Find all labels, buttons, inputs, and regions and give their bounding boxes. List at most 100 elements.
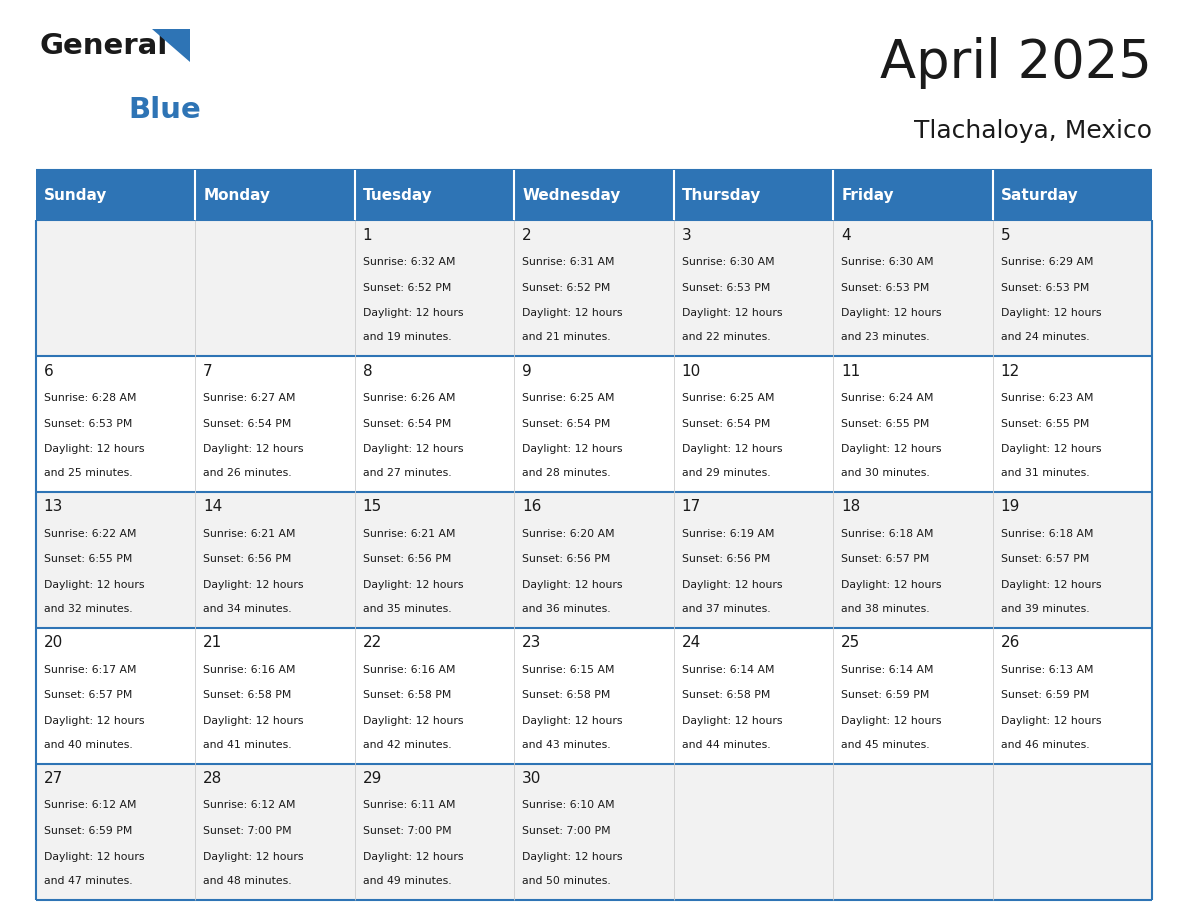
Text: 26: 26 — [1000, 635, 1020, 650]
FancyBboxPatch shape — [195, 170, 355, 220]
FancyBboxPatch shape — [674, 492, 833, 628]
Text: 22: 22 — [362, 635, 381, 650]
FancyBboxPatch shape — [195, 628, 355, 764]
FancyBboxPatch shape — [36, 764, 195, 900]
Text: April 2025: April 2025 — [880, 37, 1152, 89]
Text: Sunset: 6:53 PM: Sunset: 6:53 PM — [682, 283, 770, 293]
Text: Sunrise: 6:12 AM: Sunrise: 6:12 AM — [44, 800, 137, 811]
Text: and 27 minutes.: and 27 minutes. — [362, 468, 451, 478]
Text: Daylight: 12 hours: Daylight: 12 hours — [203, 716, 304, 726]
FancyBboxPatch shape — [993, 170, 1152, 220]
Text: Sunset: 6:57 PM: Sunset: 6:57 PM — [1000, 554, 1089, 565]
Text: Friday: Friday — [841, 187, 893, 203]
Text: Daylight: 12 hours: Daylight: 12 hours — [203, 852, 304, 862]
Text: Sunset: 6:55 PM: Sunset: 6:55 PM — [841, 419, 930, 429]
FancyBboxPatch shape — [833, 356, 993, 492]
Text: Daylight: 12 hours: Daylight: 12 hours — [682, 308, 782, 319]
Text: Saturday: Saturday — [1000, 187, 1079, 203]
Text: Sunset: 6:54 PM: Sunset: 6:54 PM — [682, 419, 770, 429]
Text: Sunrise: 6:14 AM: Sunrise: 6:14 AM — [682, 665, 775, 675]
Text: 13: 13 — [44, 499, 63, 514]
Text: Daylight: 12 hours: Daylight: 12 hours — [682, 444, 782, 454]
Text: and 46 minutes.: and 46 minutes. — [1000, 740, 1089, 750]
Text: 25: 25 — [841, 635, 860, 650]
FancyBboxPatch shape — [833, 220, 993, 356]
Text: Daylight: 12 hours: Daylight: 12 hours — [841, 580, 942, 590]
FancyBboxPatch shape — [674, 356, 833, 492]
Text: Thursday: Thursday — [682, 187, 762, 203]
Text: Sunset: 6:52 PM: Sunset: 6:52 PM — [523, 283, 611, 293]
Text: and 50 minutes.: and 50 minutes. — [523, 876, 611, 886]
FancyBboxPatch shape — [514, 220, 674, 356]
Text: 20: 20 — [44, 635, 63, 650]
Text: and 34 minutes.: and 34 minutes. — [203, 604, 292, 614]
Text: and 44 minutes.: and 44 minutes. — [682, 740, 770, 750]
Text: Sunset: 6:58 PM: Sunset: 6:58 PM — [523, 690, 611, 700]
Text: 19: 19 — [1000, 499, 1020, 514]
Text: Sunrise: 6:31 AM: Sunrise: 6:31 AM — [523, 257, 614, 267]
Text: Daylight: 12 hours: Daylight: 12 hours — [44, 580, 144, 590]
Text: Sunset: 6:52 PM: Sunset: 6:52 PM — [362, 283, 451, 293]
Text: Sunset: 6:58 PM: Sunset: 6:58 PM — [682, 690, 770, 700]
Text: and 39 minutes.: and 39 minutes. — [1000, 604, 1089, 614]
Text: Sunrise: 6:16 AM: Sunrise: 6:16 AM — [203, 665, 296, 675]
Text: Daylight: 12 hours: Daylight: 12 hours — [44, 852, 144, 862]
Text: 7: 7 — [203, 364, 213, 378]
Text: 30: 30 — [523, 771, 542, 786]
Text: Sunrise: 6:16 AM: Sunrise: 6:16 AM — [362, 665, 455, 675]
Text: and 38 minutes.: and 38 minutes. — [841, 604, 930, 614]
Text: Sunset: 6:57 PM: Sunset: 6:57 PM — [841, 554, 930, 565]
Text: 3: 3 — [682, 228, 691, 242]
Text: Wednesday: Wednesday — [523, 187, 620, 203]
Text: Sunrise: 6:18 AM: Sunrise: 6:18 AM — [1000, 529, 1093, 539]
Text: 21: 21 — [203, 635, 222, 650]
Text: and 31 minutes.: and 31 minutes. — [1000, 468, 1089, 478]
Text: Sunrise: 6:21 AM: Sunrise: 6:21 AM — [203, 529, 296, 539]
Text: Daylight: 12 hours: Daylight: 12 hours — [203, 444, 304, 454]
FancyBboxPatch shape — [36, 220, 195, 356]
Text: 2: 2 — [523, 228, 532, 242]
FancyBboxPatch shape — [36, 628, 195, 764]
FancyBboxPatch shape — [514, 764, 674, 900]
Text: Daylight: 12 hours: Daylight: 12 hours — [1000, 580, 1101, 590]
Text: 24: 24 — [682, 635, 701, 650]
Text: Sunset: 6:59 PM: Sunset: 6:59 PM — [44, 826, 132, 836]
FancyBboxPatch shape — [993, 220, 1152, 356]
Text: Daylight: 12 hours: Daylight: 12 hours — [1000, 444, 1101, 454]
FancyBboxPatch shape — [833, 170, 993, 220]
FancyBboxPatch shape — [674, 628, 833, 764]
Text: Daylight: 12 hours: Daylight: 12 hours — [523, 444, 623, 454]
Text: 11: 11 — [841, 364, 860, 378]
Text: 10: 10 — [682, 364, 701, 378]
FancyBboxPatch shape — [355, 628, 514, 764]
Text: Sunrise: 6:25 AM: Sunrise: 6:25 AM — [523, 393, 614, 403]
Text: Daylight: 12 hours: Daylight: 12 hours — [682, 580, 782, 590]
Text: Daylight: 12 hours: Daylight: 12 hours — [44, 444, 144, 454]
FancyBboxPatch shape — [514, 492, 674, 628]
Text: and 23 minutes.: and 23 minutes. — [841, 332, 930, 342]
FancyBboxPatch shape — [36, 170, 195, 220]
Text: Daylight: 12 hours: Daylight: 12 hours — [682, 716, 782, 726]
Text: and 24 minutes.: and 24 minutes. — [1000, 332, 1089, 342]
Text: Sunrise: 6:32 AM: Sunrise: 6:32 AM — [362, 257, 455, 267]
Text: Sunrise: 6:10 AM: Sunrise: 6:10 AM — [523, 800, 615, 811]
Text: Sunrise: 6:29 AM: Sunrise: 6:29 AM — [1000, 257, 1093, 267]
Text: 12: 12 — [1000, 364, 1020, 378]
Text: Sunset: 6:53 PM: Sunset: 6:53 PM — [44, 419, 132, 429]
Text: 28: 28 — [203, 771, 222, 786]
Text: and 35 minutes.: and 35 minutes. — [362, 604, 451, 614]
Text: 17: 17 — [682, 499, 701, 514]
Text: Sunset: 7:00 PM: Sunset: 7:00 PM — [523, 826, 611, 836]
FancyBboxPatch shape — [674, 764, 833, 900]
Text: Sunrise: 6:19 AM: Sunrise: 6:19 AM — [682, 529, 775, 539]
Text: Sunrise: 6:15 AM: Sunrise: 6:15 AM — [523, 665, 614, 675]
Polygon shape — [152, 29, 190, 62]
Text: Sunrise: 6:20 AM: Sunrise: 6:20 AM — [523, 529, 615, 539]
Text: Sunday: Sunday — [44, 187, 107, 203]
Text: Daylight: 12 hours: Daylight: 12 hours — [362, 716, 463, 726]
Text: and 36 minutes.: and 36 minutes. — [523, 604, 611, 614]
Text: Sunset: 6:55 PM: Sunset: 6:55 PM — [1000, 419, 1089, 429]
Text: and 30 minutes.: and 30 minutes. — [841, 468, 930, 478]
Text: Sunset: 6:56 PM: Sunset: 6:56 PM — [362, 554, 451, 565]
FancyBboxPatch shape — [833, 628, 993, 764]
